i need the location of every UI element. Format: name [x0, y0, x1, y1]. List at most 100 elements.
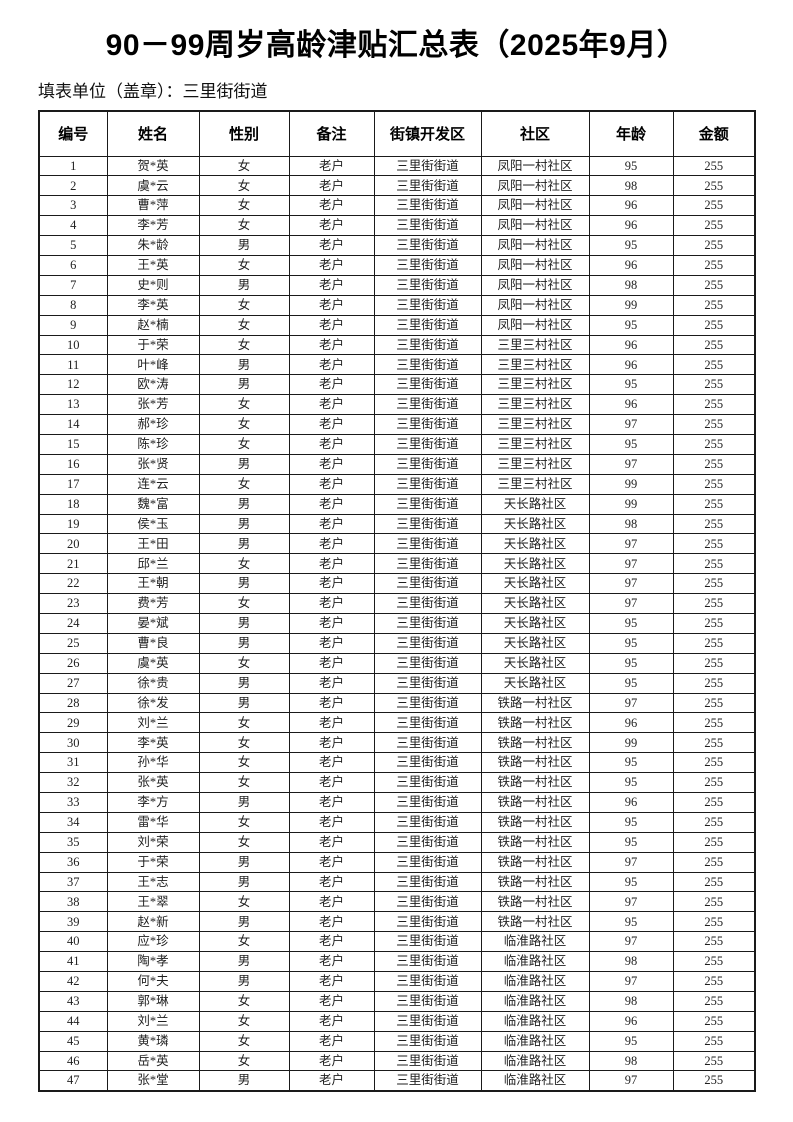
- cell-street: 三里街街道: [373, 632, 482, 654]
- cell-serial: 11: [38, 354, 108, 376]
- cell-street: 三里街街道: [373, 792, 482, 813]
- cell-age: 95: [588, 811, 674, 833]
- cell-age: 97: [588, 553, 674, 575]
- cell-street: 三里街街道: [373, 334, 482, 356]
- cell-gender: 男: [198, 951, 290, 973]
- cell-age: 97: [588, 593, 674, 614]
- cell-serial: 19: [38, 513, 108, 535]
- cell-community: 三里三村社区: [480, 473, 590, 495]
- cell-name: 李*英: [106, 732, 200, 754]
- cell-gender: 男: [198, 453, 290, 475]
- cell-note: 老户: [288, 493, 375, 515]
- table-row: 23 费*芳女老户 三里街街道 天长路社区 97 255: [38, 593, 756, 614]
- cell-community: 三里三村社区: [480, 433, 590, 455]
- cell-age: 95: [588, 1030, 674, 1052]
- cell-street: 三里街街道: [373, 931, 482, 953]
- cell-community: 凤阳一村社区: [480, 294, 590, 316]
- cell-serial: 22: [38, 573, 108, 595]
- cell-note: 老户: [288, 175, 375, 197]
- cell-street: 三里街街道: [373, 1010, 482, 1032]
- cell-community: 铁路一村社区: [480, 752, 590, 774]
- table-row: 34 雷*华女老户 三里街街道 铁路一村社区 95 255: [38, 811, 756, 833]
- cell-note: 老户: [288, 931, 375, 953]
- cell-gender: 男: [198, 612, 290, 634]
- cell-street: 三里街街道: [373, 493, 482, 515]
- cell-note: 老户: [288, 573, 375, 595]
- cell-age: 95: [588, 632, 674, 654]
- cell-gender: 男: [198, 911, 290, 933]
- cell-name: 王*英: [106, 254, 200, 276]
- cell-community: 铁路一村社区: [480, 911, 590, 933]
- table-header-row: 编号 姓名 性别 备注 街镇开发区 社区 年龄 金额: [38, 110, 756, 157]
- cell-note: 老户: [288, 453, 375, 475]
- cell-serial: 17: [38, 473, 108, 495]
- cell-amount: 255: [672, 533, 756, 555]
- table-row: 36 于*荣男老户 三里街街道 铁路一村社区 97 255: [38, 851, 756, 873]
- cell-serial: 23: [38, 593, 108, 614]
- cell-age: 98: [588, 175, 674, 197]
- table-row: 16 张*贤男老户 三里街街道 三里三村社区 97 255: [38, 453, 756, 475]
- cell-note: 老户: [288, 990, 375, 1012]
- cell-street: 三里街街道: [373, 732, 482, 754]
- cell-note: 老户: [288, 314, 375, 336]
- cell-serial: 43: [38, 990, 108, 1012]
- cell-street: 三里街街道: [373, 354, 482, 376]
- cell-community: 天长路社区: [480, 672, 590, 694]
- cell-gender: 女: [198, 433, 290, 455]
- cell-community: 临淮路社区: [480, 1070, 590, 1092]
- cell-serial: 13: [38, 394, 108, 416]
- cell-serial: 47: [38, 1070, 108, 1092]
- cell-gender: 男: [198, 513, 290, 535]
- cell-community: 铁路一村社区: [480, 772, 590, 793]
- cell-amount: 255: [672, 334, 756, 356]
- cell-note: 老户: [288, 354, 375, 376]
- cell-age: 96: [588, 354, 674, 376]
- cell-age: 97: [588, 692, 674, 714]
- cell-serial: 25: [38, 632, 108, 654]
- cell-note: 老户: [288, 553, 375, 575]
- cell-gender: 女: [198, 215, 290, 237]
- cell-gender: 男: [198, 235, 290, 256]
- cell-serial: 31: [38, 752, 108, 774]
- column-header-note: 备注: [288, 110, 375, 157]
- cell-street: 三里街街道: [373, 712, 482, 734]
- cell-note: 老户: [288, 971, 375, 992]
- cell-name: 虞*云: [106, 175, 200, 197]
- table-row: 20 王*田男老户 三里街街道 天长路社区 97 255: [38, 533, 756, 555]
- cell-amount: 255: [672, 433, 756, 455]
- cell-gender: 女: [198, 990, 290, 1012]
- cell-serial: 9: [38, 314, 108, 336]
- cell-community: 凤阳一村社区: [480, 254, 590, 276]
- cell-age: 95: [588, 612, 674, 634]
- table-row: 9 赵*楠女老户 三里街街道 凤阳一村社区 95 255: [38, 314, 756, 336]
- cell-name: 应*珍: [106, 931, 200, 953]
- cell-street: 三里街街道: [373, 652, 482, 674]
- cell-community: 临淮路社区: [480, 990, 590, 1012]
- cell-age: 95: [588, 772, 674, 793]
- table-row: 33 李*方男老户 三里街街道 铁路一村社区 96 255: [38, 792, 756, 813]
- cell-name: 曹*萍: [106, 195, 200, 217]
- cell-street: 三里街街道: [373, 155, 482, 177]
- cell-street: 三里街街道: [373, 374, 482, 396]
- cell-street: 三里街街道: [373, 692, 482, 714]
- cell-amount: 255: [672, 1010, 756, 1032]
- cell-community: 三里三村社区: [480, 354, 590, 376]
- cell-street: 三里街街道: [373, 175, 482, 197]
- table-row: 10 于*荣女老户 三里街街道 三里三村社区 96 255: [38, 334, 756, 356]
- cell-gender: 女: [198, 314, 290, 336]
- cell-age: 98: [588, 274, 674, 296]
- form-unit-line: 填表单位（盖章）：三里街街道: [38, 82, 268, 101]
- cell-gender: 男: [198, 792, 290, 813]
- cell-community: 三里三村社区: [480, 453, 590, 475]
- cell-name: 张*芳: [106, 394, 200, 416]
- table-row: 2 虞*云女老户 三里街街道 凤阳一村社区 98 255: [38, 175, 756, 197]
- cell-name: 朱*龄: [106, 235, 200, 256]
- cell-note: 老户: [288, 951, 375, 973]
- cell-community: 临淮路社区: [480, 1050, 590, 1072]
- table-row: 39 赵*新男老户 三里街街道 铁路一村社区 95 255: [38, 911, 756, 933]
- table-row: 31 孙*华女老户 三里街街道 铁路一村社区 95 255: [38, 752, 756, 774]
- cell-street: 三里街街道: [373, 274, 482, 296]
- cell-street: 三里街街道: [373, 1030, 482, 1052]
- cell-amount: 255: [672, 1030, 756, 1052]
- cell-street: 三里街街道: [373, 553, 482, 575]
